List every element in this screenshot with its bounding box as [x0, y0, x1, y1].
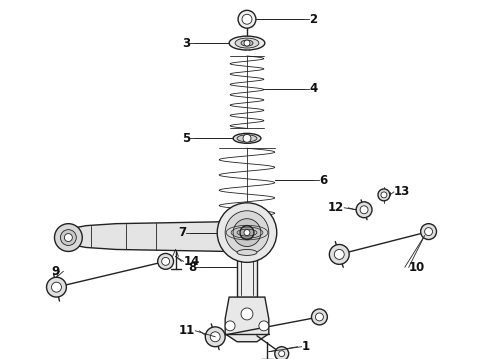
Circle shape: [54, 224, 82, 251]
Circle shape: [241, 308, 253, 320]
Ellipse shape: [229, 36, 265, 50]
Circle shape: [259, 321, 269, 331]
Circle shape: [378, 189, 390, 201]
Circle shape: [244, 230, 250, 235]
Text: 14: 14: [183, 255, 200, 268]
Text: 13: 13: [394, 185, 410, 198]
Circle shape: [205, 327, 225, 347]
Text: 8: 8: [188, 261, 196, 274]
Text: 11: 11: [179, 324, 196, 337]
Circle shape: [238, 10, 256, 28]
Text: 5: 5: [182, 132, 191, 145]
Ellipse shape: [237, 249, 257, 255]
Ellipse shape: [233, 133, 261, 143]
Circle shape: [225, 211, 269, 255]
Text: 7: 7: [178, 226, 187, 239]
Text: 2: 2: [310, 13, 318, 26]
Circle shape: [329, 244, 349, 264]
Text: 1: 1: [301, 340, 310, 353]
Circle shape: [240, 226, 254, 239]
Circle shape: [162, 257, 170, 265]
Text: 9: 9: [51, 265, 59, 278]
Text: 4: 4: [310, 82, 318, 95]
Text: 3: 3: [182, 37, 191, 50]
Circle shape: [334, 249, 344, 260]
Circle shape: [420, 224, 437, 239]
Circle shape: [279, 351, 285, 357]
Circle shape: [210, 332, 220, 342]
Ellipse shape: [241, 40, 253, 46]
Circle shape: [243, 134, 251, 142]
Circle shape: [275, 347, 289, 360]
Circle shape: [381, 192, 387, 198]
Circle shape: [64, 234, 73, 242]
Polygon shape: [64, 222, 232, 251]
Polygon shape: [237, 244, 257, 297]
Circle shape: [316, 313, 323, 321]
Circle shape: [158, 253, 173, 269]
Circle shape: [225, 321, 235, 331]
Circle shape: [356, 202, 372, 218]
Ellipse shape: [237, 135, 257, 142]
Ellipse shape: [235, 38, 259, 48]
Polygon shape: [225, 297, 269, 342]
Circle shape: [244, 40, 250, 46]
Text: 10: 10: [409, 261, 425, 274]
Circle shape: [425, 228, 433, 235]
Circle shape: [51, 282, 61, 292]
Circle shape: [233, 219, 261, 247]
Circle shape: [47, 277, 66, 297]
Circle shape: [217, 203, 277, 262]
Text: 6: 6: [319, 174, 328, 186]
Text: 12: 12: [328, 201, 344, 214]
Circle shape: [360, 206, 368, 214]
Circle shape: [312, 309, 327, 325]
Circle shape: [60, 230, 76, 246]
Circle shape: [242, 14, 252, 24]
